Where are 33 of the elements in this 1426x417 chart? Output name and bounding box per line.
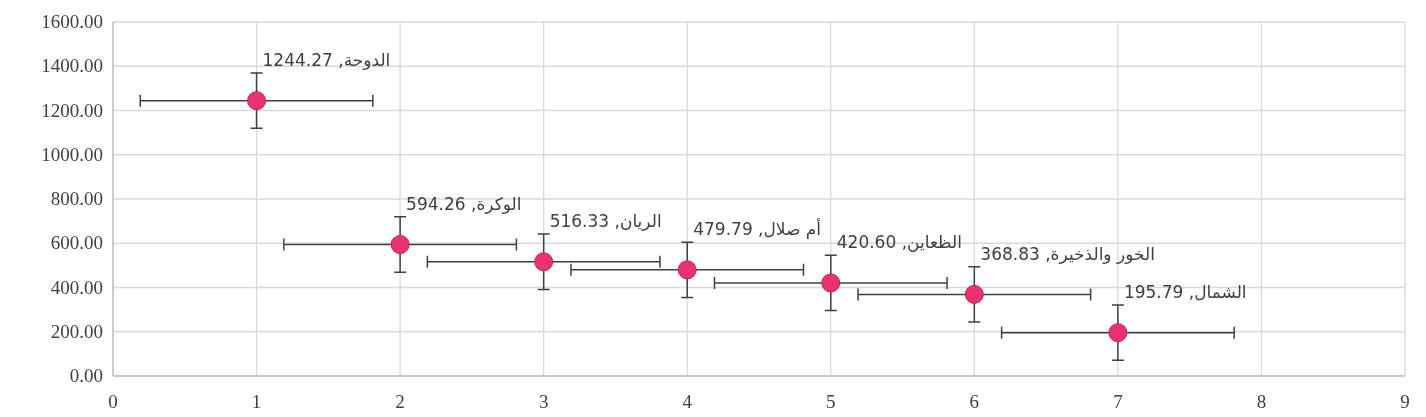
x-tick-label: 6 xyxy=(969,391,980,412)
annotation: الدوحة, 1244.27 xyxy=(262,50,391,71)
x-tick-label: 4 xyxy=(682,391,693,412)
point xyxy=(1108,323,1128,343)
annotation: الظعاين, 420.60 xyxy=(836,232,962,253)
point xyxy=(821,273,841,293)
y-tick-label: 800.00 xyxy=(50,188,103,209)
point xyxy=(964,284,984,304)
x-tick-label: 2 xyxy=(395,391,405,412)
point xyxy=(677,260,697,280)
annotation: الريان, 516.33 xyxy=(549,211,662,232)
y-tick-label: 0.00 xyxy=(69,365,103,386)
x-tick-label: 8 xyxy=(1256,391,1267,412)
x-tick-label: 3 xyxy=(538,391,549,412)
point xyxy=(247,91,267,111)
x-tick-label: 5 xyxy=(826,391,836,412)
y-tick-label: 400.00 xyxy=(50,276,103,298)
point xyxy=(534,252,554,272)
x-tick-label: 0 xyxy=(108,391,118,412)
point xyxy=(390,235,410,255)
y-tick-label: 1200.00 xyxy=(41,99,103,121)
x-tick-label: 1 xyxy=(251,391,262,412)
annotation: الخور والذخيرة, 368.83 xyxy=(980,243,1155,264)
annotation: الشمال, 195.79 xyxy=(1123,282,1247,303)
y-tick-label: 600.00 xyxy=(50,232,103,254)
x-tick-label: 7 xyxy=(1113,391,1123,412)
annotation: الوكرة, 594.26 xyxy=(406,193,522,214)
y-tick-label: 1400.00 xyxy=(41,55,103,77)
x-tick-label: 9 xyxy=(1400,391,1410,412)
y-tick-label: 1000.00 xyxy=(41,143,103,165)
annotation: أم صلال, 479.79 xyxy=(693,218,822,240)
y-tick-label: 1600.00 xyxy=(41,11,103,32)
y-tick-label: 200.00 xyxy=(50,320,103,342)
